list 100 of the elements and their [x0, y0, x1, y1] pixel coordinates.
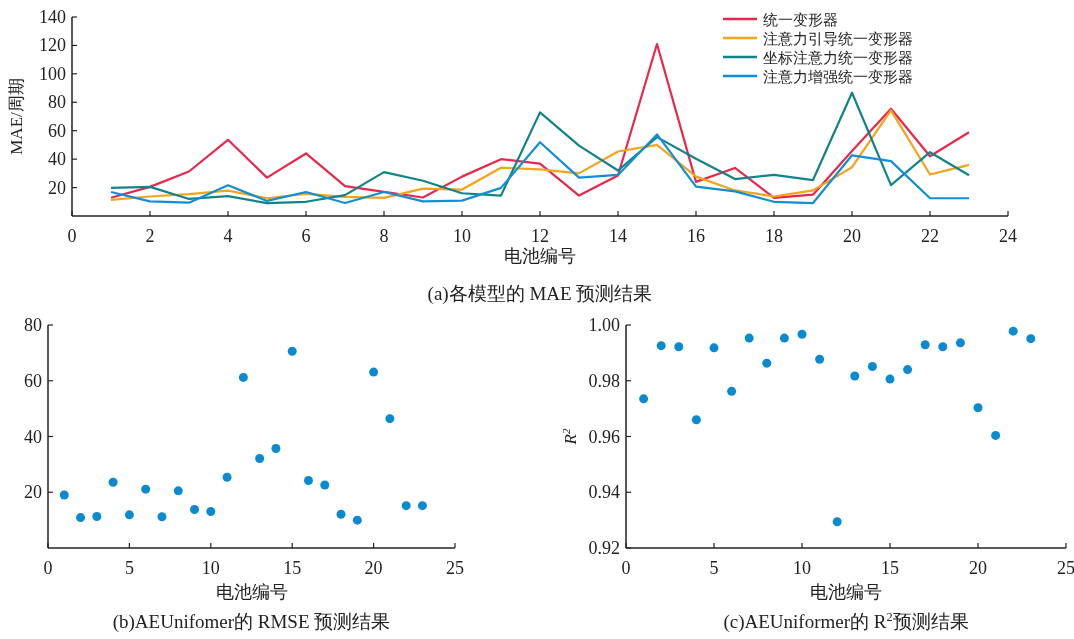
text: (c)AEUniformer的 R$^{2}$预测结果 [723, 610, 969, 633]
x-tick-label: 6 [301, 226, 311, 246]
point [938, 342, 948, 352]
x-tick-label: 15 [881, 558, 899, 578]
text: (b)AEUnifomer的 RMSE 预测结果 [112, 611, 391, 633]
y-tick-label: 60 [24, 370, 42, 391]
x-tick-label: 22 [921, 226, 939, 246]
x-axis-title: 电池编号 [504, 246, 576, 266]
x-tick-label: 14 [609, 226, 627, 246]
y-tick-label: 120 [39, 35, 66, 56]
y-tick-label: 60 [48, 120, 66, 141]
x-tick-label: 0 [67, 226, 77, 246]
y-tick-label: 40 [24, 426, 42, 447]
point [385, 414, 395, 424]
point [76, 513, 86, 523]
point [173, 486, 183, 496]
point [885, 374, 895, 384]
point [691, 415, 701, 425]
x-tick-label: 5 [709, 558, 719, 578]
y-tick-label: 100 [39, 63, 66, 84]
x-tick-label: 0 [621, 558, 631, 578]
point [206, 506, 216, 516]
x-tick-label: 10 [793, 558, 811, 578]
x-tick-label: 20 [364, 558, 383, 578]
point [59, 490, 69, 500]
x-axis-title: 电池编号 [215, 582, 288, 602]
point [815, 354, 825, 364]
y-tick-label: 0.92 [588, 538, 620, 558]
x-tick-label: 5 [124, 558, 134, 578]
x-tick-label: 10 [201, 558, 220, 578]
y-tick-label: 0.96 [588, 426, 620, 447]
point [141, 484, 151, 494]
point [1008, 326, 1018, 336]
x-axis-title: 电池编号 [810, 582, 882, 602]
y-tick-label: 140 [39, 7, 66, 27]
x-tick-label: 2 [145, 226, 155, 246]
x-tick-label: 20 [843, 226, 861, 246]
point [832, 517, 842, 527]
point [92, 512, 102, 521]
point [271, 443, 281, 453]
point [955, 338, 965, 348]
point [973, 403, 983, 413]
legend-label: 统一变形器 [763, 12, 838, 28]
x-tick-label: 20 [969, 558, 987, 578]
point [336, 509, 346, 519]
point [797, 329, 807, 339]
x-tick-label: 12 [531, 226, 549, 246]
point [727, 386, 737, 396]
text: (a)各模型的 MAE 预测结果 [427, 283, 653, 305]
y-tick-label: 20 [24, 482, 42, 503]
y-tick-label: 40 [48, 149, 66, 170]
y-tick-label: 1.00 [588, 315, 620, 335]
y-tick-label: 80 [24, 315, 42, 335]
x-tick-label: 16 [687, 226, 705, 246]
point [744, 333, 754, 343]
point [303, 476, 313, 486]
legend-label: 注意力增强统一变形器 [763, 69, 913, 85]
x-tick-label: 25 [446, 558, 464, 578]
point [779, 333, 789, 343]
line-series [109, 91, 971, 205]
point [656, 341, 666, 351]
x-tick-label: 10 [453, 226, 471, 246]
point [867, 362, 877, 372]
point [639, 394, 649, 404]
line-series [109, 133, 971, 205]
y-tick-label: 20 [48, 177, 66, 198]
x-tick-label: 4 [223, 226, 233, 246]
y-tick-label: 80 [48, 92, 66, 113]
point [255, 454, 265, 464]
point [709, 343, 719, 353]
point [369, 367, 379, 377]
point [124, 510, 134, 520]
point [1026, 334, 1036, 344]
x-tick-label: 18 [765, 226, 783, 246]
legend-label: 坐标注意力统一变形器 [763, 50, 913, 66]
x-tick-label: 0 [43, 558, 53, 578]
point [920, 340, 930, 350]
point [320, 480, 330, 490]
x-tick-label: 24 [999, 226, 1017, 246]
x-tick-label: 8 [379, 226, 389, 246]
point [352, 515, 362, 525]
point [401, 501, 411, 511]
y-tick-label: 0.98 [588, 370, 620, 391]
point [157, 512, 167, 522]
y-tick-label: 0.94 [588, 482, 620, 503]
point [674, 342, 684, 352]
point [238, 372, 248, 382]
x-tick-label: 25 [1057, 558, 1074, 578]
point [762, 358, 772, 368]
legend-label: 注意力引导统一变形器 [763, 31, 913, 47]
point [108, 477, 118, 487]
point [222, 472, 232, 482]
point [903, 365, 913, 375]
x-tick-label: 15 [283, 558, 302, 578]
y-axis-title: MAE/周期 [7, 78, 26, 155]
point [850, 371, 860, 381]
point [190, 505, 200, 515]
point [287, 346, 297, 356]
line-series [109, 109, 971, 202]
point [417, 501, 427, 511]
